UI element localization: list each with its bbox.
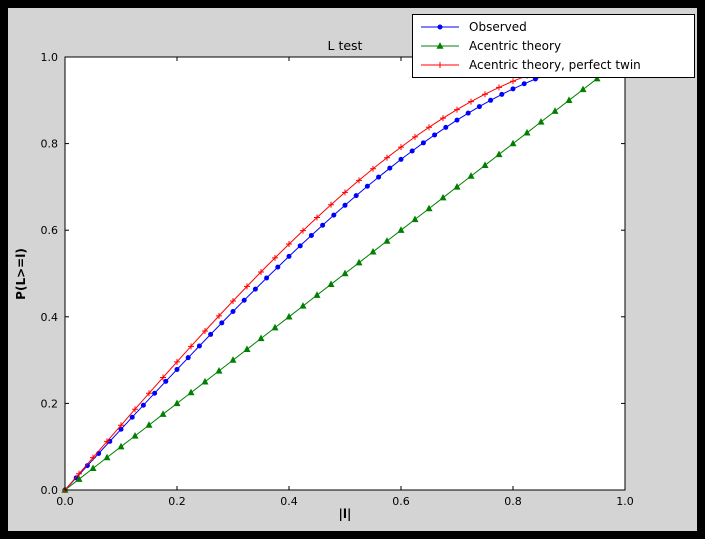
legend-label: Acentric theory, perfect twin [469,57,641,72]
y-axis-label: P(L>=l) [14,248,28,300]
legend-label: Acentric theory [469,38,562,53]
legend-line-sample-acentric-theory [421,42,459,49]
legend-item-observed: Observed [419,18,688,36]
svg-text:0.2: 0.2 [41,397,59,410]
legend-item-acentric-theory: Acentric theory [419,37,688,55]
svg-text:0.0: 0.0 [41,484,59,497]
figure-background: 0.0 0.2 0.4 0.6 0.8 1.0 0.0 0.2 0.4 0.6 0.8 1.0 L t… [8,8,697,531]
legend: Observed Acentric theory Acentric theory… [412,14,695,78]
legend-line-sample-perfect-twin [421,61,459,68]
svg-text:1.0: 1.0 [616,495,634,508]
chart-title: L test [328,38,363,53]
svg-text:0.0: 0.0 [56,495,74,508]
svg-text:0.6: 0.6 [41,224,59,237]
svg-text:0.8: 0.8 [41,138,59,151]
x-axis-label: |l| [339,507,352,521]
plot-area: 0.0 0.2 0.4 0.6 0.8 1.0 0.0 0.2 0.4 0.6 0.8 1.0 [41,51,634,508]
legend-line-sample-observed [421,24,459,30]
svg-text:0.8: 0.8 [504,495,522,508]
plot-canvas: 0.0 0.2 0.4 0.6 0.8 1.0 0.0 0.2 0.4 0.6 0.8 1.0 L t… [14,38,634,521]
svg-text:0.2: 0.2 [168,495,186,508]
svg-text:0.4: 0.4 [41,311,59,324]
svg-text:1.0: 1.0 [41,51,59,64]
svg-text:0.4: 0.4 [280,495,298,508]
legend-item-perfect-twin: Acentric theory, perfect twin [419,56,688,74]
legend-label: Observed [469,20,527,35]
svg-text:0.6: 0.6 [392,495,410,508]
